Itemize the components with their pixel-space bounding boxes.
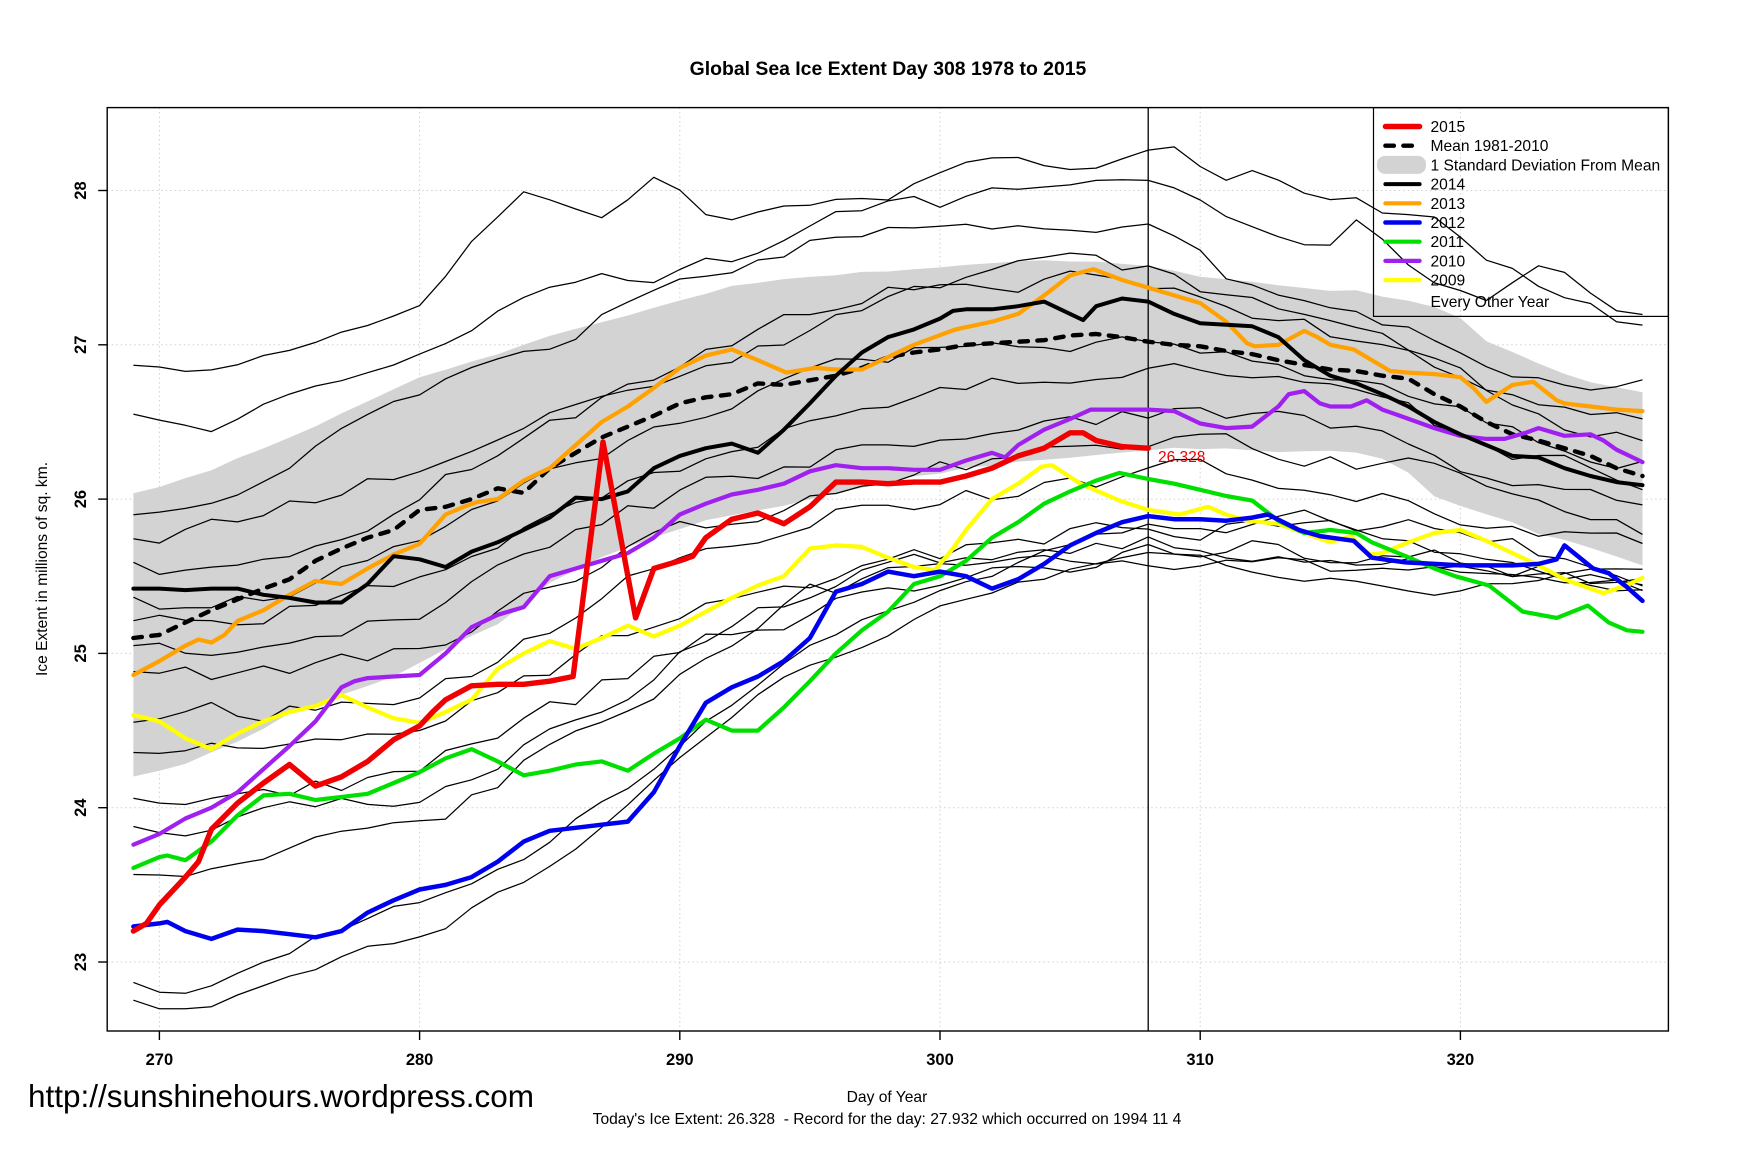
svg-text:2013: 2013 — [1431, 196, 1466, 213]
svg-text:Every Other Year: Every Other Year — [1431, 294, 1550, 311]
svg-text:2009: 2009 — [1431, 273, 1466, 290]
svg-text:2014: 2014 — [1431, 177, 1466, 194]
svg-text:23: 23 — [72, 953, 90, 971]
svg-text:2012: 2012 — [1431, 215, 1466, 232]
svg-text:Global Sea Ice Extent Day 308: Global Sea Ice Extent Day 308 1978 to 20… — [690, 58, 1087, 80]
svg-text:27: 27 — [72, 336, 90, 354]
svg-text:280: 280 — [406, 1051, 434, 1069]
svg-text:Day of Year: Day of Year — [847, 1089, 928, 1106]
svg-text:2011: 2011 — [1431, 234, 1465, 251]
svg-text:310: 310 — [1186, 1051, 1214, 1069]
svg-text:320: 320 — [1447, 1051, 1475, 1069]
svg-text:270: 270 — [146, 1051, 174, 1069]
svg-text:26.328: 26.328 — [1158, 449, 1205, 466]
svg-text:Ice Extent in millions of sq.: Ice Extent in millions of sq. km. — [34, 462, 51, 676]
svg-text:http://sunshinehours.wordpress: http://sunshinehours.wordpress.com — [28, 1078, 534, 1114]
svg-text:28: 28 — [72, 181, 90, 199]
svg-text:290: 290 — [666, 1051, 694, 1069]
svg-text:24: 24 — [72, 798, 90, 817]
svg-text:1 Standard Deviation From Mean: 1 Standard Deviation From Mean — [1431, 157, 1661, 174]
svg-text:2010: 2010 — [1431, 253, 1466, 270]
svg-text:Mean 1981-2010: Mean 1981-2010 — [1431, 138, 1549, 155]
svg-text:2015: 2015 — [1431, 119, 1466, 136]
svg-text:300: 300 — [926, 1051, 954, 1069]
svg-text:26: 26 — [72, 490, 90, 508]
svg-text:Today's Ice Extent: 26.328 -: Today's Ice Extent: 26.328 - Record for … — [593, 1111, 1182, 1128]
svg-text:25: 25 — [72, 644, 90, 662]
